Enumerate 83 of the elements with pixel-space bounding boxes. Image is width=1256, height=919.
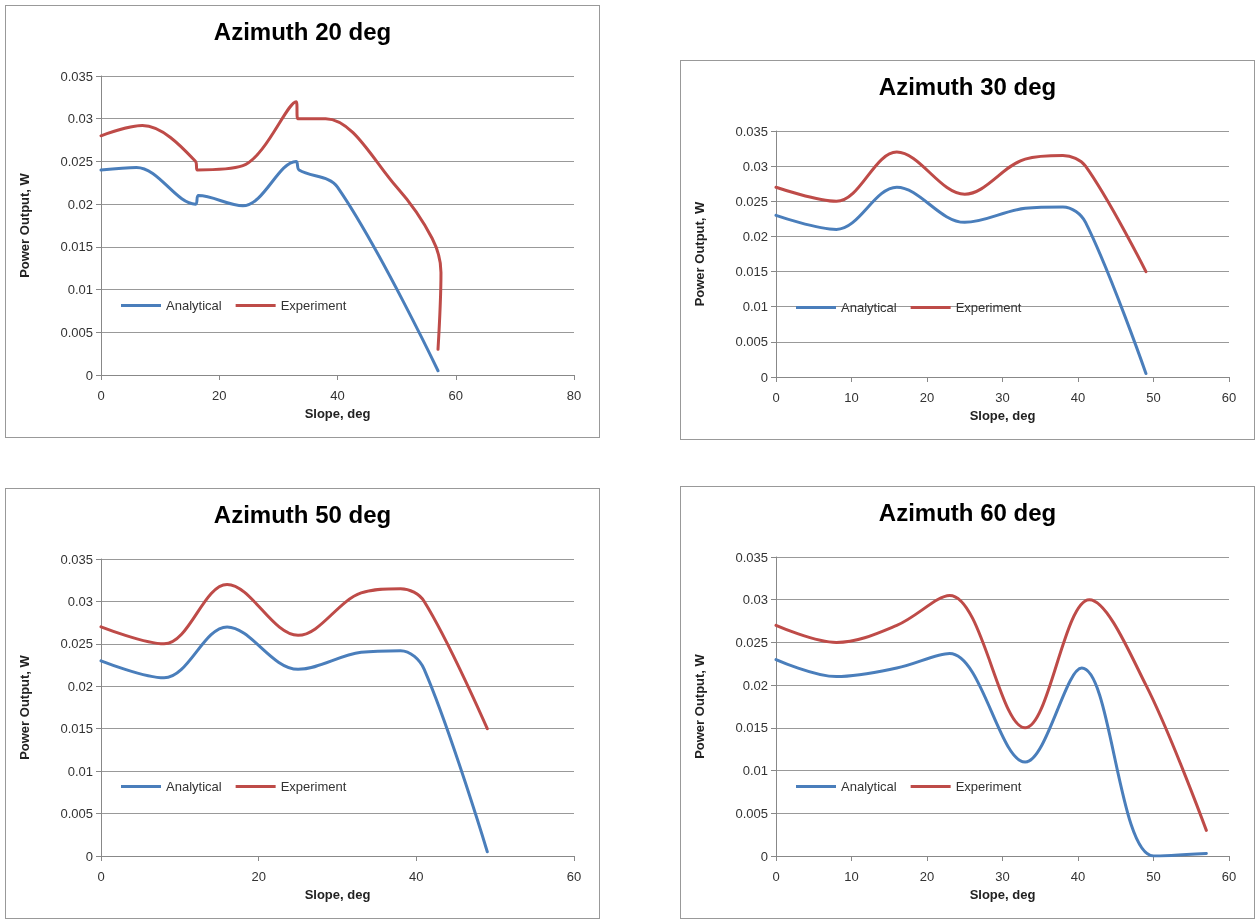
y-tick-label: 0.01 bbox=[742, 763, 768, 779]
y-tick-label: 0.025 bbox=[60, 636, 93, 652]
y-tick-label: 0.02 bbox=[742, 228, 768, 244]
y-axis-title: Power Output, W bbox=[17, 654, 32, 760]
x-tick-label: 30 bbox=[995, 390, 1010, 405]
legend-label: Analytical bbox=[841, 779, 897, 794]
chart-title: Azimuth 60 deg bbox=[878, 498, 1057, 526]
y-tick-label: 0.025 bbox=[735, 634, 768, 650]
chart-title: Azimuth 50 deg bbox=[213, 500, 392, 528]
x-tick-label: 0 bbox=[772, 390, 780, 405]
x-tick-label: 50 bbox=[1146, 869, 1161, 884]
y-tick-label: 0.01 bbox=[67, 282, 93, 298]
x-axis-title: Slope, deg bbox=[969, 408, 1036, 423]
y-tick-label: 0.03 bbox=[742, 592, 768, 608]
y-axis-title: Power Output, W bbox=[17, 172, 32, 278]
y-tick-label: 0.02 bbox=[742, 677, 768, 693]
y-tick-label: 0.035 bbox=[60, 551, 93, 567]
y-tick-label: 0.025 bbox=[60, 153, 93, 169]
x-tick-label: 80 bbox=[566, 388, 582, 403]
y-tick-label: 0.015 bbox=[735, 264, 768, 280]
y-tick-label: 0.035 bbox=[735, 549, 768, 565]
y-tick-label: 0.035 bbox=[735, 123, 768, 139]
chart-title: Azimuth 20 deg bbox=[213, 17, 392, 45]
x-tick-label: 30 bbox=[995, 869, 1010, 884]
legend-label: Experiment bbox=[955, 300, 1022, 315]
x-axis-title: Slope, deg bbox=[304, 406, 371, 421]
x-tick-label: 0 bbox=[772, 869, 780, 884]
line-series bbox=[99, 159, 440, 373]
y-tick-label: 0.035 bbox=[60, 68, 93, 84]
x-tick-label: 60 bbox=[448, 388, 463, 403]
legend-label: Experiment bbox=[280, 298, 347, 313]
y-tick-label: 0.005 bbox=[60, 324, 93, 340]
chart-title: Azimuth 30 deg bbox=[878, 72, 1057, 100]
x-tick-label: 40 bbox=[409, 869, 424, 884]
x-tick-label: 40 bbox=[1070, 869, 1086, 884]
y-tick-label: 0.015 bbox=[60, 239, 93, 255]
y-tick-label: 0 bbox=[760, 848, 768, 864]
x-tick-label: 10 bbox=[844, 390, 859, 405]
y-tick-label: 0 bbox=[760, 369, 768, 385]
legend-label: Analytical bbox=[166, 298, 222, 313]
x-tick-label: 40 bbox=[330, 388, 345, 403]
x-tick-label: 10 bbox=[844, 869, 859, 884]
y-tick-label: 0 bbox=[85, 848, 93, 864]
x-tick-label: 20 bbox=[212, 388, 227, 403]
line-series bbox=[99, 582, 489, 731]
y-tick-label: 0 bbox=[85, 367, 93, 383]
x-tick-label: 60 bbox=[1221, 390, 1237, 405]
x-tick-label: 20 bbox=[919, 869, 935, 884]
y-tick-label: 0.03 bbox=[67, 111, 93, 127]
legend-label: Analytical bbox=[166, 779, 222, 794]
y-tick-label: 0.005 bbox=[60, 806, 93, 822]
x-axis-title: Slope, deg bbox=[969, 887, 1036, 902]
line-series bbox=[99, 100, 443, 351]
x-tick-label: 60 bbox=[566, 869, 582, 884]
x-tick-label: 0 bbox=[97, 388, 105, 403]
y-tick-label: 0.015 bbox=[735, 720, 768, 736]
legend-label: Experiment bbox=[280, 779, 347, 794]
y-tick-label: 0.005 bbox=[735, 334, 768, 350]
legend-label: Experiment bbox=[955, 779, 1022, 794]
x-tick-label: 20 bbox=[919, 390, 935, 405]
x-tick-label: 40 bbox=[1070, 390, 1086, 405]
y-tick-label: 0.025 bbox=[735, 193, 768, 209]
legend-label: Analytical bbox=[841, 300, 897, 315]
y-tick-label: 0.03 bbox=[67, 593, 93, 609]
line-series bbox=[99, 625, 489, 854]
y-axis-title: Power Output, W bbox=[692, 200, 707, 307]
y-axis-title: Power Output, W bbox=[692, 653, 707, 759]
y-tick-label: 0.01 bbox=[742, 299, 768, 315]
line-series bbox=[774, 593, 1208, 832]
x-tick-label: 0 bbox=[97, 869, 105, 884]
x-tick-label: 60 bbox=[1221, 869, 1237, 884]
x-tick-label: 50 bbox=[1146, 390, 1161, 405]
y-tick-label: 0.015 bbox=[60, 721, 93, 737]
y-tick-label: 0.03 bbox=[742, 158, 768, 174]
y-tick-label: 0.01 bbox=[67, 763, 93, 779]
y-tick-label: 0.02 bbox=[67, 678, 93, 694]
y-tick-label: 0.02 bbox=[67, 196, 93, 212]
line-series bbox=[774, 185, 1148, 375]
line-series bbox=[774, 150, 1148, 274]
line-series bbox=[774, 652, 1208, 858]
x-tick-label: 20 bbox=[251, 869, 266, 884]
y-tick-label: 0.005 bbox=[735, 805, 768, 821]
x-axis-title: Slope, deg bbox=[304, 887, 371, 902]
